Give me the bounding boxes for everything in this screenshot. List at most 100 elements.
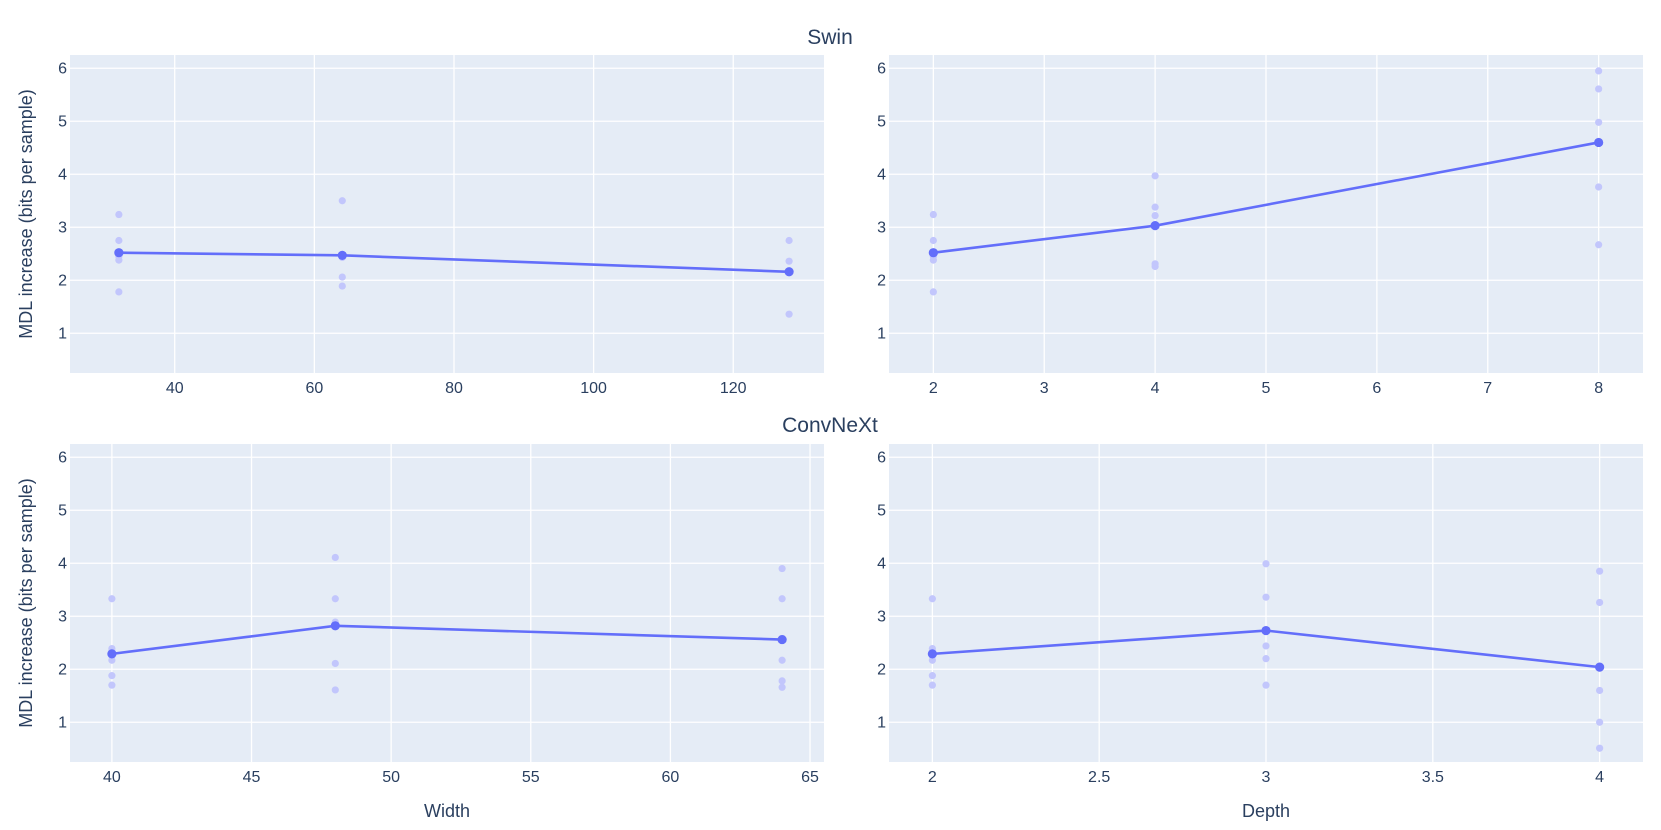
x-tick-label: 80 (445, 380, 463, 397)
sample-point (929, 288, 937, 296)
x-tick-label: 55 (522, 769, 540, 786)
x-tick-label: 45 (243, 769, 261, 786)
sample-point (928, 672, 936, 680)
sample-point (929, 256, 937, 264)
sample-point (1596, 744, 1604, 752)
x-tick-label: 120 (720, 380, 747, 397)
sample-point (115, 210, 123, 219)
sample-point (1596, 686, 1604, 695)
x-tick-label: 60 (305, 380, 323, 397)
y-tick-label: 2 (58, 272, 67, 289)
sample-point (1151, 262, 1159, 271)
sample-point (1151, 172, 1159, 180)
y-tick-label: 5 (877, 113, 886, 130)
sample-point (785, 257, 793, 265)
x-tick-label: 40 (103, 769, 121, 786)
y-tick-label: 4 (877, 555, 886, 572)
x-tick-label: 65 (801, 769, 819, 786)
y-tick-label: 4 (877, 166, 886, 183)
y-tick-label: 6 (58, 449, 67, 466)
mean-point (1261, 625, 1271, 636)
mean-point (330, 621, 340, 631)
x-tick-label: 3 (1262, 769, 1271, 786)
sample-point (785, 310, 793, 318)
y-tick-label: 4 (58, 166, 67, 183)
x-tick-label: 2 (928, 769, 937, 786)
sample-point (778, 564, 786, 573)
sample-point (1262, 642, 1270, 650)
sample-point (1595, 67, 1603, 75)
y-tick-label: 3 (877, 219, 886, 236)
sample-point (1596, 718, 1604, 726)
mean-point (928, 248, 938, 258)
sample-point (778, 595, 786, 603)
x-tick-label: 2 (929, 380, 938, 397)
y-tick-label: 6 (877, 60, 886, 77)
y-tick-label: 5 (58, 502, 67, 519)
x-tick-label: 3.5 (1422, 769, 1444, 786)
x-tick-label: 2.5 (1088, 769, 1110, 786)
sample-point (1151, 203, 1159, 211)
y-tick-label: 2 (58, 661, 67, 678)
sample-point (928, 681, 936, 689)
sample-point (108, 656, 116, 664)
plot-background (70, 55, 824, 373)
x-tick-label: 60 (662, 769, 680, 786)
mean-point (777, 634, 787, 645)
sample-point (778, 656, 786, 664)
y-tick-label: 6 (877, 449, 886, 466)
y-axis-label: MDL increase (bits per sample) (16, 478, 36, 727)
mean-point (784, 267, 794, 277)
x-axis-label: Width (424, 801, 470, 821)
y-tick-label: 3 (58, 608, 67, 625)
sample-point (778, 683, 786, 691)
mean-point (927, 649, 937, 659)
sample-point (331, 686, 339, 694)
sample-point (108, 681, 116, 689)
plot-background (70, 444, 824, 762)
x-tick-label: 8 (1594, 380, 1603, 397)
sample-point (108, 595, 116, 603)
mean-point (107, 649, 117, 659)
y-tick-label: 1 (877, 325, 886, 342)
y-tick-label: 1 (877, 714, 886, 731)
y-axis-label: MDL increase (bits per sample) (16, 89, 36, 338)
x-tick-label: 40 (166, 380, 184, 397)
sample-point (331, 595, 339, 603)
x-tick-label: 7 (1483, 380, 1492, 397)
sample-point (338, 273, 346, 281)
convnext-depth-plot: 2 2.5 3 3.5 4 1 2 3 4 5 6 Depth (877, 444, 1643, 821)
x-tick-label: 4 (1151, 380, 1160, 397)
sample-point (1596, 598, 1604, 607)
swin-width-plot: 40 60 80 100 120 1 2 3 4 5 6 MDL increase (bits per… (16, 55, 824, 397)
mean-point (337, 250, 347, 260)
convnext-row-title: ConvNeXt (782, 414, 878, 437)
sample-point (338, 282, 346, 290)
y-tick-label: 2 (877, 272, 886, 289)
sample-point (785, 236, 793, 245)
y-tick-label: 2 (877, 661, 886, 678)
y-tick-label: 1 (58, 325, 67, 342)
sample-point (1151, 211, 1159, 220)
sample-point (929, 210, 937, 219)
sample-point (778, 677, 786, 685)
mean-point (114, 248, 124, 258)
sample-point (115, 256, 123, 264)
x-tick-label: 5 (1262, 380, 1271, 397)
sample-point (1595, 183, 1603, 191)
sample-point (1595, 241, 1603, 249)
sample-point (1596, 567, 1604, 575)
sample-point (338, 197, 346, 205)
sample-point (1262, 560, 1270, 568)
x-tick-label: 3 (1040, 380, 1049, 397)
x-tick-label: 4 (1595, 769, 1604, 786)
y-tick-label: 5 (58, 113, 67, 130)
y-tick-label: 3 (58, 219, 67, 236)
mean-point (1595, 662, 1605, 672)
sample-point (928, 595, 936, 603)
y-tick-label: 3 (877, 608, 886, 625)
y-tick-label: 4 (58, 555, 67, 572)
x-tick-label: 6 (1372, 380, 1381, 397)
